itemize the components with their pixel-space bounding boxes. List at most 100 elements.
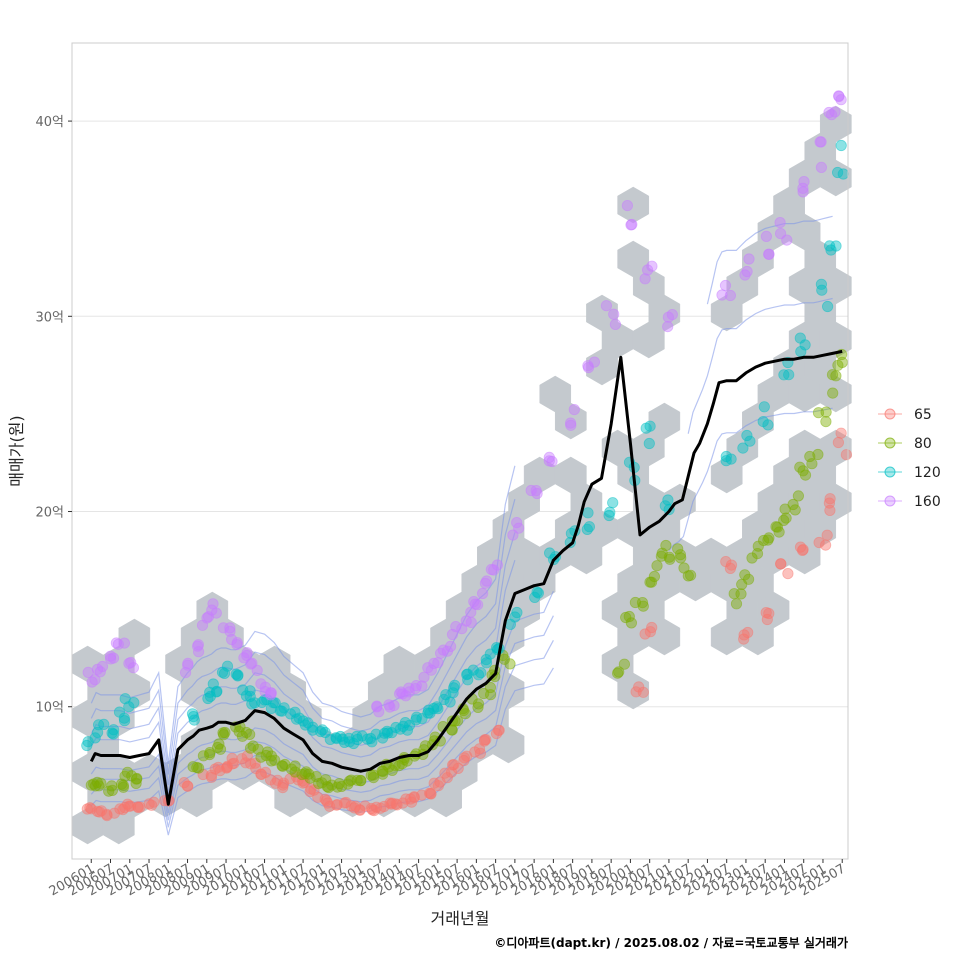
- data-point-120: [480, 653, 492, 666]
- data-point-120: [835, 139, 847, 152]
- hex-cell: [508, 537, 540, 575]
- data-point-120: [643, 437, 655, 450]
- data-point-65: [146, 799, 158, 811]
- data-point-120: [438, 693, 450, 706]
- data-point-80: [276, 760, 288, 772]
- data-point-80: [197, 750, 209, 762]
- data-point-120: [511, 606, 523, 619]
- data-point-120: [89, 732, 101, 744]
- data-point-160: [543, 455, 555, 467]
- data-point-160: [662, 311, 675, 323]
- data-point-80: [504, 658, 516, 670]
- data-point-65: [478, 734, 491, 746]
- data-point-80: [672, 543, 684, 555]
- data-point-160: [760, 230, 773, 242]
- hex-cell: [118, 618, 151, 656]
- data-point-160: [231, 637, 243, 649]
- data-point-80: [832, 359, 844, 371]
- hex-cell: [710, 294, 743, 332]
- data-point-120: [432, 703, 444, 715]
- data-point-65: [425, 788, 437, 800]
- data-point-120: [93, 719, 105, 731]
- legend-label-120: 120: [914, 465, 941, 481]
- data-point-160: [662, 320, 674, 333]
- data-point-120: [244, 685, 256, 697]
- data-point-160: [743, 253, 755, 265]
- y-axis-title: 매매가(원): [7, 415, 26, 486]
- data-point-65: [408, 791, 420, 804]
- data-point-160: [94, 666, 106, 678]
- data-point-65: [633, 681, 645, 693]
- data-point-80: [827, 387, 839, 399]
- data-point-80: [623, 610, 635, 623]
- data-point-80: [121, 766, 134, 778]
- data-point-160: [432, 657, 444, 669]
- data-point-65: [738, 629, 750, 641]
- data-point-160: [192, 640, 204, 652]
- data-point-80: [789, 504, 801, 516]
- data-point-160: [724, 289, 737, 302]
- data-point-80: [117, 781, 130, 793]
- data-point-80: [244, 728, 256, 741]
- data-point-80: [269, 754, 281, 766]
- hex-cell: [819, 105, 852, 143]
- legend-label-80: 80: [914, 436, 932, 452]
- data-point-160: [774, 217, 786, 229]
- data-point-160: [428, 657, 440, 670]
- data-point-80: [106, 784, 119, 797]
- data-point-120: [431, 701, 443, 713]
- data-point-120: [744, 435, 756, 447]
- data-point-65: [226, 752, 238, 765]
- data-point-80: [187, 761, 199, 773]
- data-point-80: [812, 407, 825, 419]
- data-point-160: [112, 638, 124, 650]
- data-point-120: [582, 507, 594, 519]
- data-point-65: [813, 536, 825, 549]
- data-point-160: [513, 522, 525, 534]
- data-point-160: [460, 615, 472, 627]
- data-point-160: [641, 264, 654, 276]
- data-point-160: [797, 186, 809, 198]
- data-point-120: [758, 401, 770, 413]
- data-point-160: [127, 662, 139, 674]
- data-point-120: [720, 450, 732, 463]
- hex-cell: [617, 186, 650, 224]
- y-tick-label: 40억: [35, 115, 64, 130]
- data-point-65: [181, 780, 193, 792]
- data-point-80: [660, 539, 672, 552]
- data-point-80: [236, 730, 248, 742]
- hex-cell: [726, 591, 759, 629]
- data-point-120: [529, 591, 541, 604]
- data-point-65: [400, 793, 412, 805]
- data-point-65: [236, 753, 248, 765]
- data-point-120: [221, 660, 234, 672]
- data-point-80: [684, 569, 697, 581]
- data-point-80: [93, 780, 105, 792]
- data-point-80: [213, 738, 225, 750]
- data-point-65: [840, 449, 853, 461]
- data-point-65: [738, 633, 750, 645]
- data-point-160: [444, 640, 457, 653]
- data-point-80: [625, 617, 638, 629]
- data-point-65: [824, 493, 836, 505]
- data-point-160: [719, 279, 732, 292]
- hex-cell: [601, 645, 634, 683]
- data-point-80: [799, 469, 812, 481]
- data-point-65: [832, 436, 845, 449]
- data-point-120: [823, 240, 836, 252]
- data-point-80: [472, 701, 484, 714]
- data-point-160: [739, 269, 751, 281]
- data-point-80: [321, 780, 333, 793]
- data-point-80: [618, 658, 631, 670]
- data-point-120: [314, 725, 327, 738]
- data-point-120: [741, 429, 753, 442]
- median-line: [89, 349, 843, 806]
- data-point-160: [416, 680, 428, 692]
- data-point-80: [354, 775, 367, 787]
- data-point-120: [108, 724, 120, 736]
- data-point-120: [210, 686, 222, 698]
- data-point-80: [762, 534, 774, 546]
- data-point-120: [118, 712, 130, 724]
- data-point-160: [646, 260, 658, 272]
- data-point-160: [814, 136, 826, 148]
